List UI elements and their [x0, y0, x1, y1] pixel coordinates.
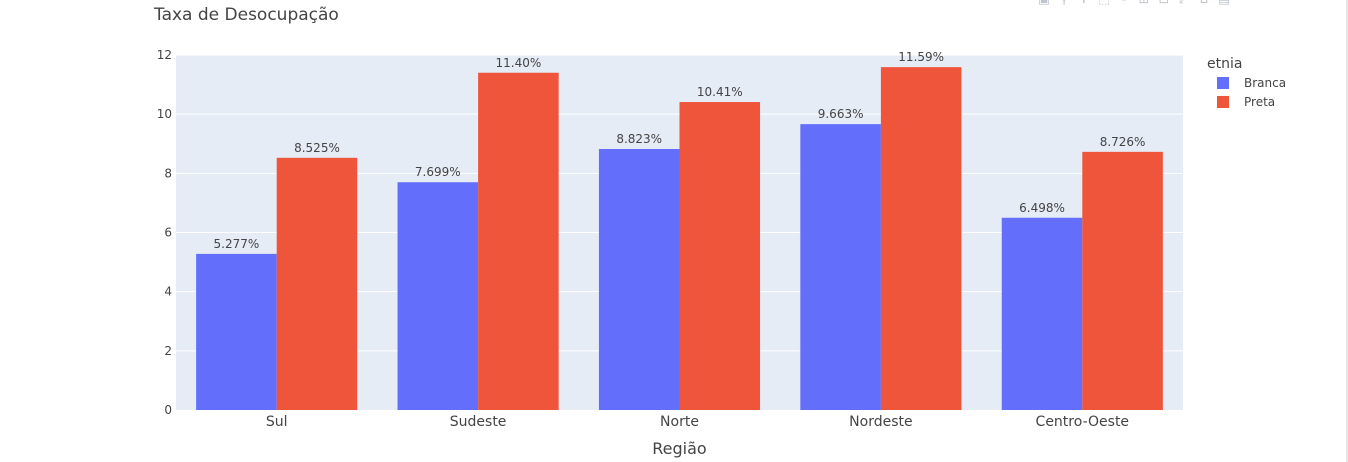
x-tick-label: Norte — [660, 414, 699, 430]
zoom-out-icon[interactable]: ⊟ — [1156, 0, 1172, 8]
camera-icon[interactable]: ▣ — [1036, 0, 1052, 8]
bar-labels-group: 5.277% 8.525% 7.699% 11.40% 8.823% 10.41% 9.66… — [214, 50, 1146, 251]
zoom-in-icon[interactable]: ⊞ — [1136, 0, 1152, 8]
y-tick-label: 2 — [164, 344, 172, 358]
x-tick-label: Nordeste — [849, 414, 912, 430]
x-tick-label: Sudeste — [450, 414, 507, 430]
bar-data-label: 5.277% — [214, 237, 260, 251]
y-tick-label: 10 — [157, 107, 172, 121]
bar-data-label: 11.59% — [898, 50, 944, 64]
bar-data-label: 11.40% — [495, 56, 541, 70]
bar-preta-nordeste[interactable] — [880, 67, 962, 411]
bar-data-label: 10.41% — [697, 85, 743, 99]
y-tick-label: 0 — [164, 403, 172, 417]
scrollbar-edge[interactable] — [1346, 0, 1348, 462]
bar-data-label: 8.726% — [1100, 135, 1146, 149]
bar-preta-norte[interactable] — [679, 102, 761, 410]
pan-icon[interactable]: ✛ — [1076, 0, 1092, 8]
y-tick-label: 4 — [164, 285, 172, 299]
bar-data-label: 8.525% — [294, 141, 340, 155]
legend[interactable]: etnia Branca Preta — [1207, 56, 1286, 109]
modebar: ▣ ⚲ ✛ ⬚ ⚭ ⊞ ⊟ ⤢ ⌂ ▤ — [1036, 0, 1232, 8]
legend-entry[interactable]: Preta — [1244, 95, 1275, 109]
y-axis: 0 2 4 6 8 10 12 — [157, 48, 172, 417]
legend-title: etnia — [1207, 56, 1242, 72]
chart-title: Taxa de Desocupação — [153, 5, 339, 25]
bar-data-label: 9.663% — [818, 107, 864, 121]
x-axis: Sul Sudeste Norte Nordeste Centro-Oeste — [266, 414, 1129, 430]
legend-swatch[interactable] — [1217, 96, 1229, 108]
bar-preta-sul[interactable] — [276, 157, 358, 410]
bar-preta-centro-oeste[interactable] — [1082, 151, 1163, 410]
y-tick-label: 6 — [164, 226, 172, 240]
x-tick-label: Sul — [266, 414, 288, 430]
bar-branca-centro-oeste[interactable] — [1001, 217, 1083, 410]
autoscale-icon[interactable]: ⤢ — [1176, 0, 1192, 8]
bar-branca-norte[interactable] — [598, 148, 680, 410]
bar-data-label: 6.498% — [1019, 201, 1065, 215]
y-tick-label: 12 — [157, 48, 172, 62]
zoom-icon[interactable]: ⚲ — [1056, 0, 1072, 8]
legend-swatch[interactable] — [1217, 77, 1229, 89]
bars-group — [196, 67, 1163, 411]
plotly-logo-icon[interactable]: ▤ — [1216, 0, 1232, 8]
y-tick-label: 8 — [164, 166, 172, 180]
lasso-icon[interactable]: ⚭ — [1116, 0, 1132, 8]
bar-data-label: 8.823% — [616, 132, 662, 146]
bar-branca-sul[interactable] — [196, 253, 277, 410]
bar-preta-sudeste[interactable] — [478, 72, 559, 410]
bar-branca-sudeste[interactable] — [397, 182, 479, 410]
x-axis-title: Região — [652, 439, 706, 458]
box-select-icon[interactable]: ⬚ — [1096, 0, 1112, 8]
bar-data-label: 7.699% — [415, 165, 461, 179]
bar-branca-nordeste[interactable] — [800, 124, 881, 410]
legend-entry[interactable]: Branca — [1244, 76, 1286, 90]
home-icon[interactable]: ⌂ — [1196, 0, 1212, 8]
x-tick-label: Centro-Oeste — [1036, 414, 1130, 430]
